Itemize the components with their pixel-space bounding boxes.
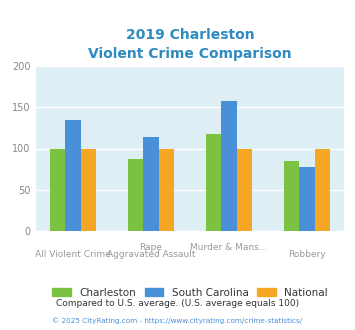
Bar (50, 148, 65, 231)
Text: © 2025 CityRating.com - https://www.cityrating.com/crime-statistics/: © 2025 CityRating.com - https://www.city… (53, 317, 302, 324)
Bar (143, 137, 159, 231)
Bar (159, 148, 174, 231)
Text: Rape: Rape (140, 243, 162, 251)
Text: Compared to U.S. average. (U.S. average equals 100): Compared to U.S. average. (U.S. average … (56, 299, 299, 308)
Bar (299, 167, 315, 231)
Bar (221, 101, 237, 231)
Text: Aggravated Assault: Aggravated Assault (107, 250, 195, 259)
Text: All Violent Crime: All Violent Crime (35, 250, 111, 259)
Bar (127, 159, 143, 231)
Bar (315, 148, 330, 231)
Bar (206, 134, 221, 231)
Bar (81, 148, 96, 231)
Text: Murder & Mans...: Murder & Mans... (190, 243, 268, 251)
Bar (65, 119, 81, 231)
Bar (284, 161, 299, 231)
Text: Robbery: Robbery (288, 250, 326, 259)
Title: 2019 Charleston
Violent Crime Comparison: 2019 Charleston Violent Crime Comparison (88, 28, 292, 61)
Bar (237, 148, 252, 231)
Legend: Charleston, South Carolina, National: Charleston, South Carolina, National (48, 283, 332, 302)
